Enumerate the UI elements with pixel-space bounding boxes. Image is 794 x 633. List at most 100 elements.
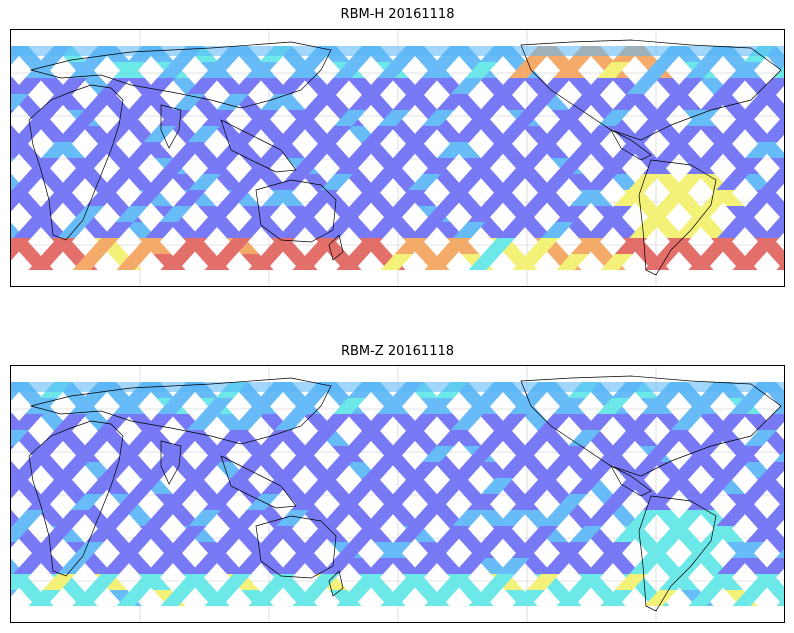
swath-segment [482,526,515,542]
swath-segment [11,478,30,494]
swath-segment [392,430,425,446]
coastline-path [520,375,782,477]
swath-segment [174,574,208,590]
swath-segment [468,590,501,606]
map-panel-h [10,29,785,287]
swath-segment [468,254,501,270]
swath-segment [758,78,784,94]
swath-segment [597,398,630,414]
swath-segment [11,126,45,142]
swath-segment [599,542,632,558]
swath-segment [12,174,45,190]
swath-segment [432,558,465,574]
swath-segment [158,446,191,462]
swath-segment [231,462,264,478]
swath-segment [524,94,557,110]
swath-segment [168,558,201,574]
swath-segment [231,126,264,142]
swath-segment [11,574,32,590]
swath-segment [203,542,236,558]
swath-segment [497,222,530,238]
swath-segment [438,190,471,206]
swath-segment [377,398,410,414]
swath-segment [159,206,192,222]
swath-segment [124,222,157,238]
swath-segment [160,254,193,270]
swath-segment [26,110,59,126]
swath-segment [11,142,30,158]
swath-segment [201,398,234,414]
swath-segment [612,94,645,110]
swath-segment [480,430,513,446]
swath-segment [760,510,784,526]
swath-segment [380,254,413,270]
swath-segment [11,62,14,65]
swath-segment [174,238,208,254]
swath-segment [86,238,120,254]
swath-segment [11,398,14,401]
swath-segment [510,110,543,126]
swath-segment [732,254,765,270]
swath-segment [305,142,338,158]
coastline-path [610,129,652,161]
swath-segment [144,510,177,526]
swath-segment [172,94,205,110]
swath-segment [583,126,616,142]
panel-top-title: RBM-H 20161118 [340,7,455,22]
swath-segment [173,142,206,158]
swath-segment [334,446,367,462]
swath-segment [233,558,266,574]
swath-segment [702,526,735,542]
swath-segment [275,126,308,142]
swath-segment [247,206,280,222]
swath-segment [158,494,192,510]
swath-segment [142,78,176,94]
swath-segment [143,126,176,142]
swath-segment [86,574,120,590]
swath-segment [230,414,264,430]
swath-segment [349,142,382,158]
swath-segment [143,462,176,478]
swath-segment [422,158,456,174]
swath-segment [408,174,441,190]
swath-segment [432,222,465,238]
swath-segment [54,78,88,94]
swath-segment [393,478,426,494]
swath-segment [585,222,618,238]
swath-segment [26,158,60,174]
swath-segment [42,526,75,542]
swath-segment [276,510,309,526]
swath-segment [526,574,560,590]
swath-segment [262,238,296,254]
swath-segment [583,462,616,478]
swath-segment [613,142,646,158]
swath-segment [189,222,222,238]
swath-segment [394,238,428,254]
swath-segment [364,510,397,526]
swath-segment [218,190,251,206]
swath-segment [212,222,245,238]
swath-segment [600,254,633,270]
swath-segment [11,460,12,462]
coastline-path [160,440,182,485]
coastline-path [638,495,717,612]
swath-segment [260,430,293,446]
swath-segment [11,254,17,261]
swath-segment [466,446,499,462]
swath-segment [612,430,645,446]
swath-segment [717,558,750,574]
swath-segment [744,430,777,446]
swath-segment [424,254,457,270]
swath-segment [510,446,543,462]
coastline-path [220,119,297,173]
swath-segment [379,542,412,558]
swath-segment [598,158,632,174]
swath-segment [614,526,647,542]
swath-segment [41,142,74,158]
swath-segment [144,174,177,190]
swath-segment [629,558,662,574]
swath-segment [321,558,354,574]
swath-segment [42,190,75,206]
swath-segment [142,414,176,430]
swath-segment [394,190,427,206]
